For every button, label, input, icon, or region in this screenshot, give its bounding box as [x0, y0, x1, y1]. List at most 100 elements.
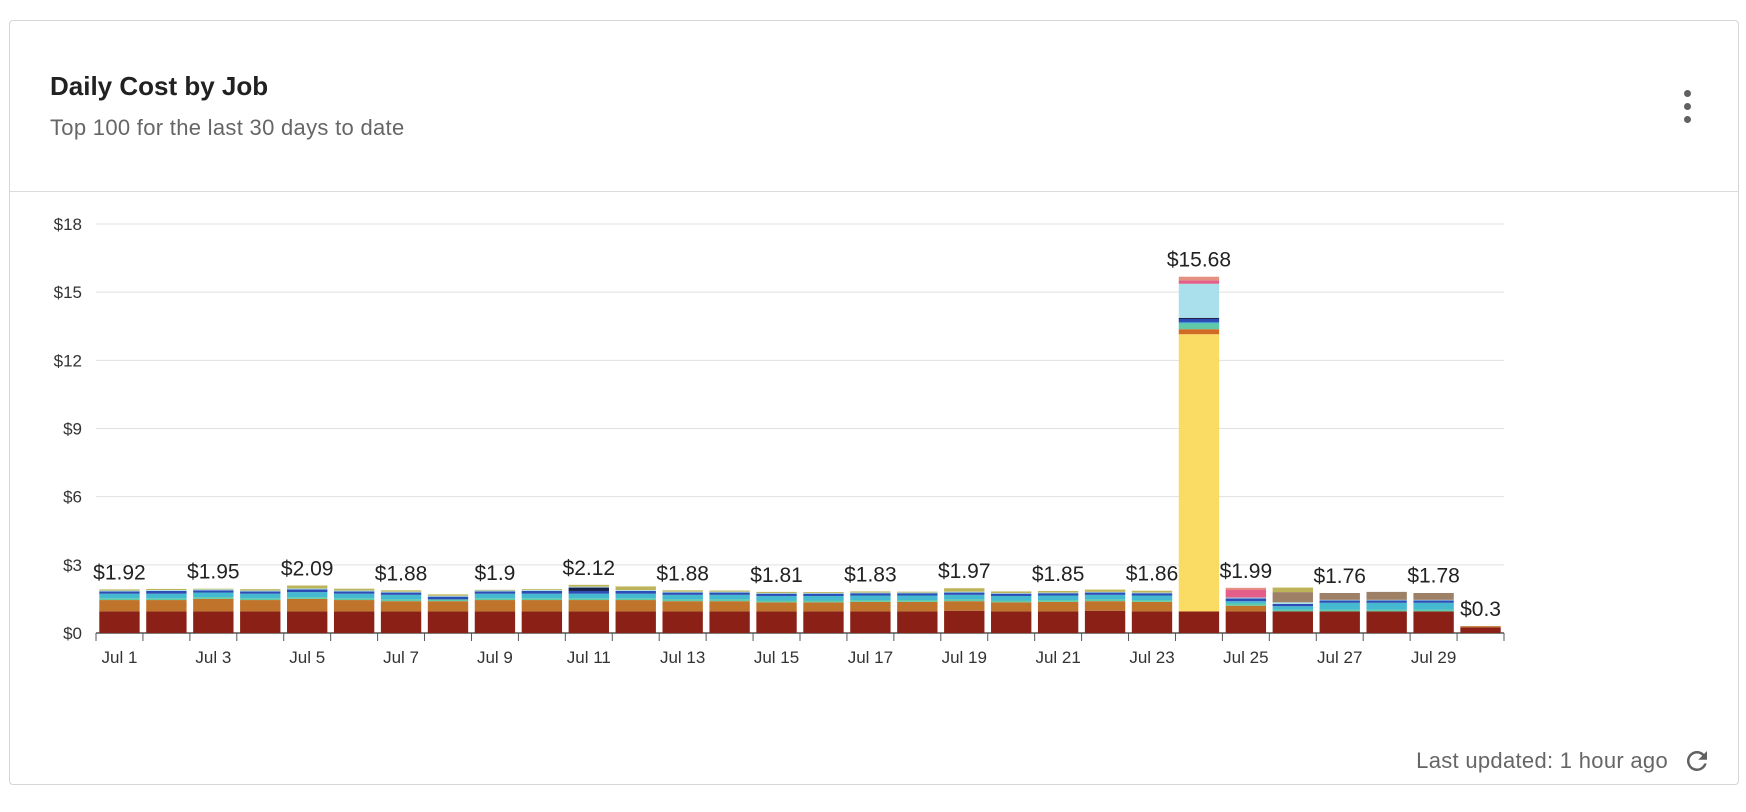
- bar-segment: [709, 611, 750, 633]
- data-label: $2.09: [281, 558, 334, 581]
- x-tick-label: Jul 27: [1317, 648, 1362, 667]
- bar-segment: [709, 592, 750, 595]
- bar-segment: [474, 598, 516, 601]
- bar-segment: [1037, 593, 1079, 596]
- bar-segment: [568, 611, 609, 633]
- bar-segment: [803, 593, 844, 596]
- bar-segment: [1131, 611, 1173, 633]
- bar-segment: [1413, 602, 1454, 610]
- bar-segment: [287, 589, 328, 593]
- bar-segment: [1460, 626, 1501, 628]
- card-subtitle: Top 100 for the last 30 days to date: [50, 115, 405, 140]
- bar-segment: [709, 591, 750, 593]
- bar-segment: [1413, 593, 1454, 600]
- bar-segment: [803, 592, 844, 594]
- bar-segment: [521, 600, 563, 612]
- bar-segment: [474, 590, 516, 592]
- bar-segment: [333, 611, 375, 633]
- bar-segment: [615, 598, 656, 601]
- bar-segment: [1178, 323, 1220, 330]
- bar-segment: [1319, 611, 1360, 633]
- bar-segment: [287, 588, 328, 590]
- bar-segment: [521, 590, 563, 594]
- bar-segment: [1272, 611, 1313, 633]
- bar-segment: [427, 594, 469, 596]
- bar-segment: [380, 592, 422, 595]
- bar-segment: [193, 592, 234, 598]
- x-tick-label: Jul 9: [477, 648, 513, 667]
- bar-segment: [944, 591, 985, 593]
- bar-segment: [99, 611, 140, 633]
- x-tick-label: Jul 13: [660, 648, 705, 667]
- bar-segment: [427, 599, 469, 602]
- bar-segment: [333, 591, 375, 594]
- bar-segment: [333, 590, 375, 592]
- bar-segment: [1366, 600, 1407, 603]
- bar-segment: [1178, 334, 1220, 612]
- bar-segment: [240, 598, 281, 601]
- bar-segment: [568, 590, 609, 594]
- x-tick-label: Jul 5: [289, 648, 325, 667]
- bar-segment: [1131, 590, 1173, 593]
- bar-segment: [1178, 329, 1220, 335]
- data-label: $15.68: [1167, 249, 1231, 272]
- x-tick-label: Jul 25: [1223, 648, 1268, 667]
- bar-segment: [1178, 611, 1220, 633]
- bar-segment: [1319, 593, 1360, 600]
- bar-segment: [380, 591, 422, 593]
- bar-segment: [615, 600, 656, 612]
- bar-segment: [1131, 600, 1173, 602]
- bar-segment: [1037, 595, 1079, 601]
- bar-segment: [1131, 601, 1173, 612]
- bar-segment: [474, 591, 516, 594]
- menu-dot: [1683, 102, 1691, 110]
- y-tick-label: $18: [54, 215, 82, 234]
- bar-segment: [1131, 592, 1173, 594]
- bar-segment: [287, 585, 328, 589]
- bar-segment: [1366, 602, 1407, 610]
- bar-segment: [1366, 611, 1407, 633]
- bar-segment: [756, 593, 797, 594]
- bar-segment: [615, 586, 656, 591]
- bar-segment: [1272, 592, 1313, 603]
- bar-segment: [1319, 609, 1360, 612]
- bar-segment: [991, 602, 1032, 612]
- bar-segment: [1225, 598, 1267, 602]
- refresh-icon[interactable]: [1682, 746, 1712, 776]
- bar-segment: [193, 589, 234, 591]
- bar-segment: [615, 590, 656, 594]
- bar-segment: [991, 593, 1032, 594]
- bar-segment: [287, 598, 328, 612]
- bar-segment: [380, 590, 422, 592]
- bar-segment: [756, 600, 797, 603]
- bar-segment: [240, 589, 281, 591]
- bar-segment: [1084, 589, 1126, 592]
- more-vert-icon[interactable]: [1672, 83, 1702, 129]
- bar-segment: [1037, 601, 1079, 612]
- data-label: $1.76: [1313, 565, 1366, 588]
- data-label: $1.85: [1032, 563, 1085, 586]
- bar-segment: [1225, 589, 1267, 598]
- bar-segment: [944, 588, 985, 592]
- bar-segment: [193, 588, 234, 590]
- bar-segment: [99, 600, 140, 612]
- bar-segment: [1037, 600, 1079, 602]
- bar-segment: [474, 600, 516, 612]
- bar-segment: [803, 602, 844, 612]
- bar-segment: [1225, 603, 1267, 606]
- bar-segment: [615, 611, 656, 633]
- bar-segment: [803, 593, 844, 594]
- bar-segment: [146, 593, 187, 599]
- bar-segment: [1037, 592, 1079, 594]
- bar-segment: [991, 591, 1032, 594]
- bar-segment: [427, 611, 469, 633]
- bar-segment: [1319, 599, 1360, 601]
- bar-segment: [380, 611, 422, 633]
- data-label: $1.81: [750, 564, 803, 587]
- bar-segment: [1178, 322, 1220, 324]
- bar-segment: [944, 594, 985, 600]
- bar-segment: [474, 611, 516, 633]
- bar-segment: [1366, 609, 1407, 612]
- bar-segment: [1225, 601, 1267, 604]
- bar-segment: [662, 590, 703, 592]
